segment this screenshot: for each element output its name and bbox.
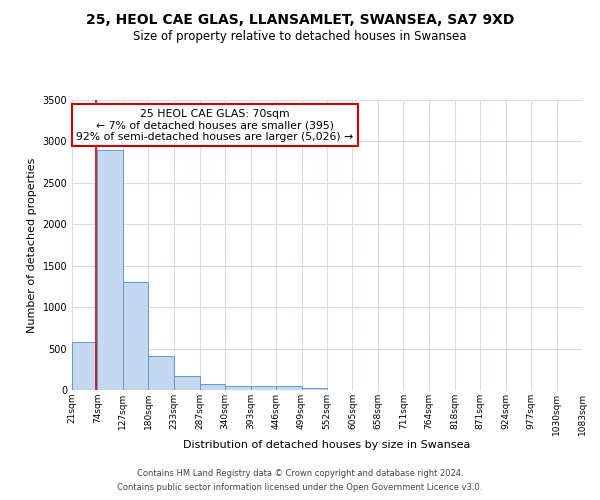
Bar — [174, 376, 200, 390]
Text: Contains HM Land Registry data © Crown copyright and database right 2024.: Contains HM Land Registry data © Crown c… — [137, 468, 463, 477]
Bar — [200, 384, 225, 390]
Bar — [225, 386, 251, 390]
Bar — [302, 388, 327, 390]
X-axis label: Distribution of detached houses by size in Swansea: Distribution of detached houses by size … — [184, 440, 470, 450]
Bar — [276, 386, 302, 390]
Text: Contains public sector information licensed under the Open Government Licence v3: Contains public sector information licen… — [118, 484, 482, 492]
Bar — [251, 386, 276, 390]
Bar — [97, 150, 123, 390]
Text: Size of property relative to detached houses in Swansea: Size of property relative to detached ho… — [133, 30, 467, 43]
Y-axis label: Number of detached properties: Number of detached properties — [27, 158, 37, 332]
Bar — [148, 356, 174, 390]
Text: 25 HEOL CAE GLAS: 70sqm
← 7% of detached houses are smaller (395)
92% of semi-de: 25 HEOL CAE GLAS: 70sqm ← 7% of detached… — [76, 108, 353, 142]
Text: 25, HEOL CAE GLAS, LLANSAMLET, SWANSEA, SA7 9XD: 25, HEOL CAE GLAS, LLANSAMLET, SWANSEA, … — [86, 12, 514, 26]
Bar — [72, 342, 97, 390]
Bar — [123, 282, 148, 390]
